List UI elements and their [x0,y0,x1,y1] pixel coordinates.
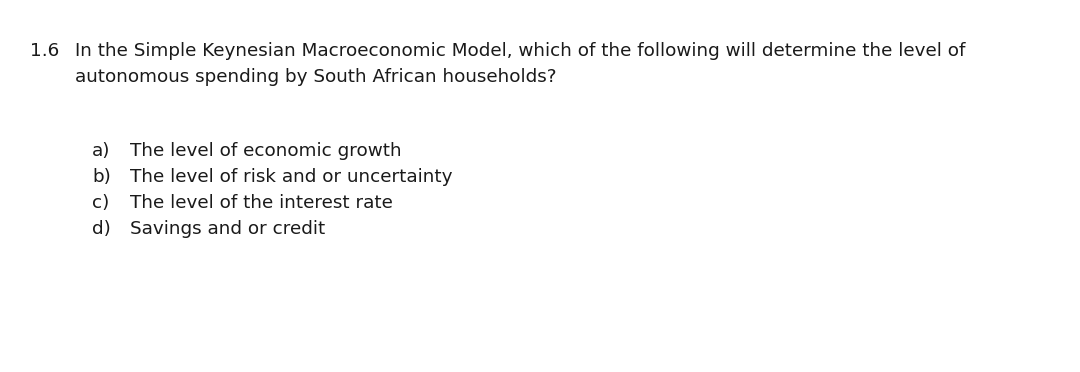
Text: The level of risk and or uncertainty: The level of risk and or uncertainty [130,168,453,186]
Text: 1.6: 1.6 [30,42,59,60]
Text: autonomous spending by South African households?: autonomous spending by South African hou… [75,68,556,86]
Text: The level of the interest rate: The level of the interest rate [130,194,393,212]
Text: c): c) [92,194,109,212]
Text: In the Simple Keynesian Macroeconomic Model, which of the following will determi: In the Simple Keynesian Macroeconomic Mo… [75,42,966,60]
Text: b): b) [92,168,111,186]
Text: Savings and or credit: Savings and or credit [130,220,325,238]
Text: d): d) [92,220,111,238]
Text: The level of economic growth: The level of economic growth [130,142,402,160]
Text: a): a) [92,142,110,160]
